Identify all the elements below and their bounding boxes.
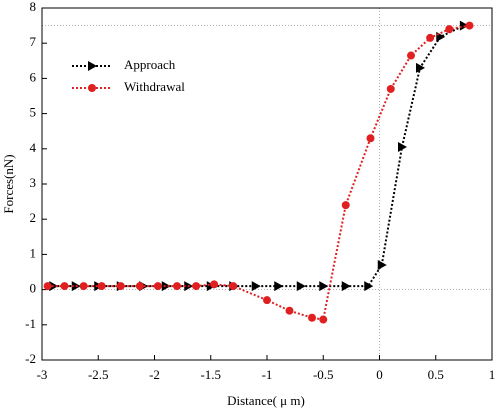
point: [153, 282, 162, 291]
y-tick-label: 2: [30, 210, 37, 225]
point: [210, 280, 219, 289]
legend-label: Withdrawal: [124, 79, 185, 94]
point: [377, 259, 387, 270]
point: [341, 281, 351, 292]
point: [116, 282, 125, 291]
x-tick-label: -0.5: [313, 367, 334, 382]
point: [135, 282, 144, 291]
point: [263, 296, 271, 305]
point: [426, 33, 435, 42]
x-tick-label: -2: [149, 367, 160, 382]
point: [49, 281, 59, 292]
legend-marker: [88, 61, 97, 71]
point: [341, 201, 350, 210]
line: [53, 24, 465, 288]
point: [319, 281, 329, 292]
y-tick-label: 0: [30, 281, 37, 296]
point: [285, 306, 294, 315]
x-tick-label: 0: [376, 367, 383, 382]
x-tick-label: -1: [262, 367, 273, 382]
point: [251, 281, 261, 292]
point: [79, 282, 88, 291]
point: [407, 51, 415, 60]
legend-marker: [88, 84, 96, 92]
point: [308, 313, 316, 322]
x-axis-label: Distance( μ m): [227, 393, 305, 408]
y-tick-label: 8: [30, 0, 37, 14]
y-tick-label: 5: [30, 105, 37, 120]
x-tick-label: 0.5: [428, 367, 444, 382]
point: [60, 282, 69, 291]
y-tick-label: 4: [30, 140, 37, 155]
y-tick-label: -2: [25, 351, 36, 366]
y-tick-label: -1: [25, 316, 36, 331]
point: [43, 282, 52, 291]
point: [97, 282, 106, 291]
point: [173, 282, 181, 291]
y-tick-label: 6: [30, 69, 37, 84]
point: [192, 282, 201, 291]
legend-label: Approach: [124, 57, 176, 72]
line: [47, 24, 470, 321]
point: [296, 281, 306, 292]
point: [416, 62, 425, 73]
x-tick-label: 1: [489, 367, 496, 382]
point: [229, 282, 238, 291]
y-tick-label: 3: [30, 175, 37, 190]
x-tick-label: -2.5: [88, 367, 109, 382]
point: [465, 21, 474, 30]
point: [274, 281, 284, 292]
x-tick-label: -3: [37, 367, 48, 382]
point: [364, 281, 374, 292]
point: [161, 281, 171, 292]
plot-frame: [41, 7, 493, 361]
point: [398, 142, 407, 153]
y-tick-label: 1: [30, 245, 37, 260]
point: [445, 25, 454, 34]
point: [386, 84, 395, 93]
y-tick-label: 7: [30, 34, 37, 49]
point: [319, 315, 328, 324]
x-tick-label: -1.5: [200, 367, 221, 382]
y-axis-label: Forces(nN): [1, 154, 16, 213]
point: [366, 134, 375, 143]
